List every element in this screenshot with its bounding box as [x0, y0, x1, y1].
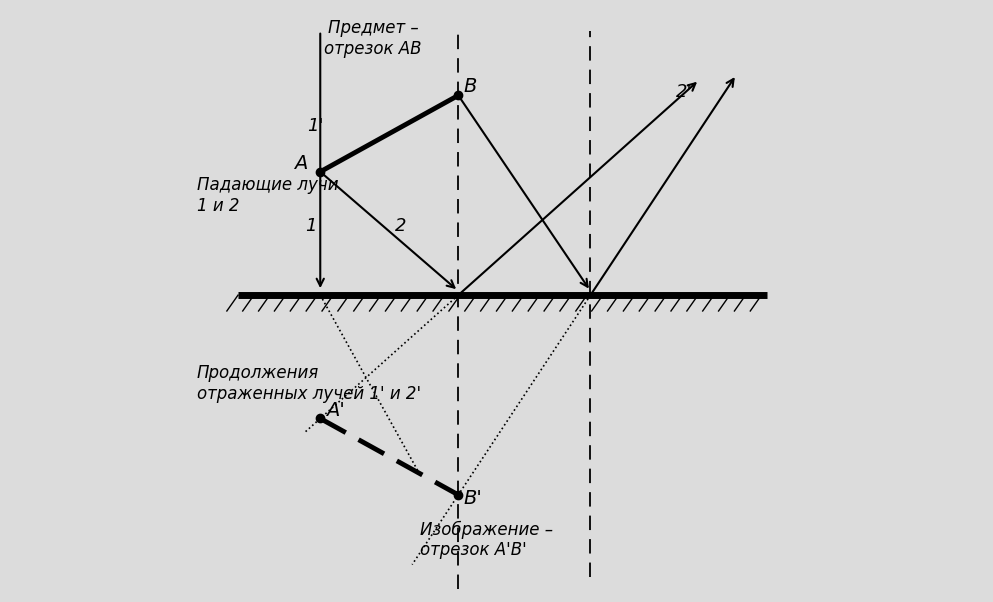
- Text: Падающие лучи
1 и 2: Падающие лучи 1 и 2: [197, 176, 339, 215]
- Text: B': B': [463, 489, 482, 507]
- Text: A': A': [326, 400, 345, 420]
- Text: 1: 1: [306, 217, 317, 235]
- Text: 2': 2': [676, 84, 692, 102]
- Text: Предмет –
отрезок АВ: Предмет – отрезок АВ: [325, 19, 422, 58]
- Text: 2: 2: [395, 217, 407, 235]
- Text: A: A: [294, 154, 308, 173]
- Text: Изображение –
отрезок А'В': Изображение – отрезок А'В': [420, 521, 553, 559]
- Text: Продолжения
отраженных лучей 1' и 2': Продолжения отраженных лучей 1' и 2': [197, 364, 421, 403]
- Text: 1': 1': [308, 117, 324, 135]
- Text: B: B: [463, 78, 477, 96]
